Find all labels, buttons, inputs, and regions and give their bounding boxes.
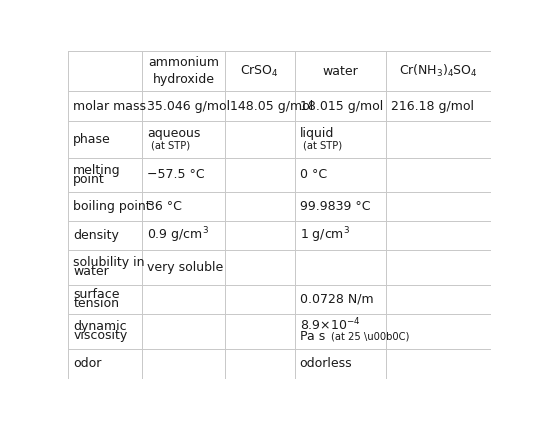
Text: molar mass: molar mass bbox=[73, 100, 146, 113]
Text: 35.046 g/mol: 35.046 g/mol bbox=[147, 100, 230, 113]
Text: (at STP): (at STP) bbox=[303, 140, 342, 150]
Text: solubility in: solubility in bbox=[73, 256, 145, 269]
Text: dynamic: dynamic bbox=[73, 320, 127, 333]
Text: (at 25 \u00b0C): (at 25 \u00b0C) bbox=[331, 332, 410, 342]
Text: 36 °C: 36 °C bbox=[147, 200, 182, 213]
Text: water: water bbox=[322, 65, 358, 78]
Text: odor: odor bbox=[73, 357, 102, 370]
Text: 0 °C: 0 °C bbox=[300, 168, 327, 181]
Text: density: density bbox=[73, 229, 119, 242]
Text: phase: phase bbox=[73, 133, 111, 146]
Text: melting: melting bbox=[73, 164, 121, 177]
Text: 0.9 g/cm$^3$: 0.9 g/cm$^3$ bbox=[147, 225, 210, 245]
Text: liquid: liquid bbox=[300, 127, 334, 141]
Text: very soluble: very soluble bbox=[147, 261, 224, 273]
Text: 1 g/cm$^3$: 1 g/cm$^3$ bbox=[300, 225, 350, 245]
Text: 0.0728 N/m: 0.0728 N/m bbox=[300, 293, 373, 305]
Text: 8.9$\times$10$^{-4}$: 8.9$\times$10$^{-4}$ bbox=[300, 317, 360, 334]
Text: ammonium
hydroxide: ammonium hydroxide bbox=[148, 56, 219, 86]
Text: 216.18 g/mol: 216.18 g/mol bbox=[391, 100, 474, 113]
Text: −57.5 °C: −57.5 °C bbox=[147, 168, 205, 181]
Text: Cr(NH$_3$)$_4$SO$_4$: Cr(NH$_3$)$_4$SO$_4$ bbox=[399, 63, 478, 79]
Text: point: point bbox=[73, 173, 105, 186]
Text: odorless: odorless bbox=[300, 357, 352, 370]
Text: CrSO$_4$: CrSO$_4$ bbox=[240, 63, 279, 79]
Text: viscosity: viscosity bbox=[73, 329, 128, 342]
Text: 99.9839 °C: 99.9839 °C bbox=[300, 200, 370, 213]
Text: water: water bbox=[73, 265, 109, 278]
Text: 18.015 g/mol: 18.015 g/mol bbox=[300, 100, 383, 113]
Text: aqueous: aqueous bbox=[147, 127, 201, 141]
Text: tension: tension bbox=[73, 297, 120, 310]
Text: surface: surface bbox=[73, 288, 120, 301]
Text: boiling point: boiling point bbox=[73, 200, 151, 213]
Text: Pa s: Pa s bbox=[300, 331, 325, 343]
Text: 148.05 g/mol: 148.05 g/mol bbox=[230, 100, 313, 113]
Text: (at STP): (at STP) bbox=[151, 140, 190, 150]
